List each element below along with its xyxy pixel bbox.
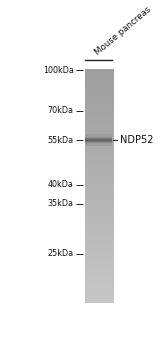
Text: 70kDa: 70kDa — [48, 106, 74, 115]
Text: 35kDa: 35kDa — [48, 199, 74, 208]
Text: 25kDa: 25kDa — [48, 249, 74, 258]
Text: 40kDa: 40kDa — [48, 180, 74, 189]
Text: 100kDa: 100kDa — [43, 66, 74, 75]
Text: NDP52: NDP52 — [120, 135, 154, 145]
Text: 55kDa: 55kDa — [48, 136, 74, 145]
Text: Mouse pancreas: Mouse pancreas — [94, 5, 153, 57]
